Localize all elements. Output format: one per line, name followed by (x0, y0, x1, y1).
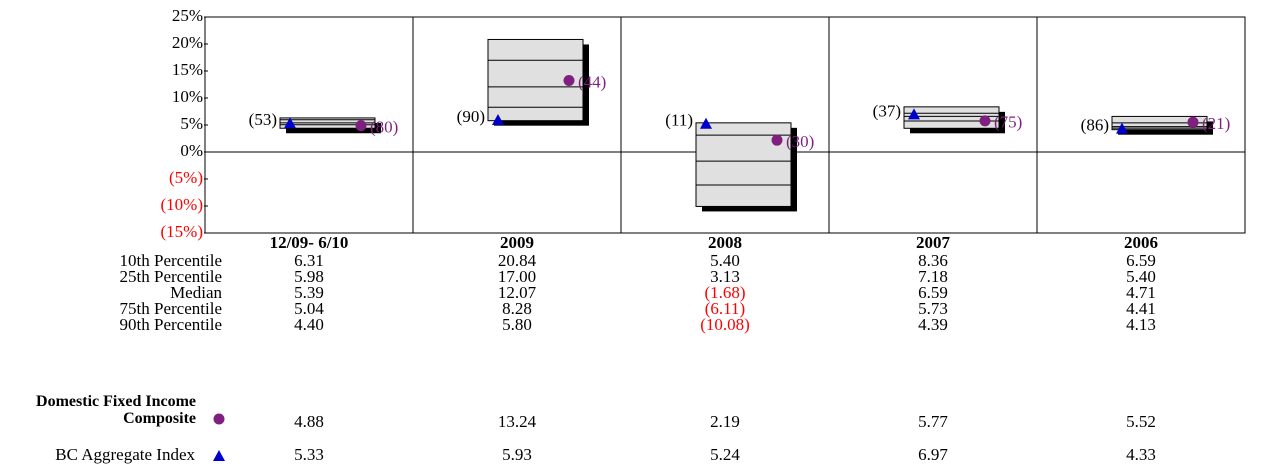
table-value: 4.40 (294, 315, 324, 334)
table-value: 13.24 (498, 412, 537, 431)
index-marker (284, 117, 296, 129)
table-value: 5.33 (294, 445, 324, 464)
composite-marker (563, 75, 575, 87)
table-value: 4.13 (1126, 315, 1156, 334)
y-tick-label: 5% (180, 114, 203, 133)
rank-label: (21) (1202, 114, 1230, 133)
index-marker (1116, 122, 1128, 134)
row-label: Median (170, 283, 222, 302)
table-value: 5.80 (502, 315, 532, 334)
index-marker (492, 113, 504, 125)
legend-marker (213, 413, 225, 425)
table-value: 5.93 (502, 445, 532, 464)
rank-label: (11) (665, 111, 693, 130)
y-tick-label: 0% (180, 141, 203, 160)
rank-label: (44) (578, 72, 606, 91)
table-value: 5.98 (294, 267, 324, 286)
index-marker (700, 117, 712, 129)
rank-label: (86) (1081, 116, 1109, 135)
table-value: 5.04 (294, 299, 324, 318)
table-value: 6.59 (1126, 251, 1156, 270)
row-label: 75th Percentile (120, 299, 222, 318)
composite-marker (979, 115, 991, 127)
rank-label: (37) (873, 101, 901, 120)
category-label: 2007 (916, 233, 951, 252)
table-value: 5.77 (918, 412, 948, 431)
table-value: 6.97 (918, 445, 948, 464)
rank-label: (30) (786, 132, 814, 151)
table-value: 8.28 (502, 299, 532, 318)
table-value: 6.31 (294, 251, 324, 270)
rank-label: (80) (370, 118, 398, 137)
row-label: 10th Percentile (120, 251, 222, 270)
table-value: (1.68) (704, 283, 745, 302)
category-label: 2006 (1124, 233, 1158, 252)
y-tick-label: (5%) (169, 168, 203, 187)
legend-label: BC Aggregate Index (55, 445, 195, 464)
table-value: (10.08) (700, 315, 750, 334)
table-value: 3.13 (710, 267, 740, 286)
composite-marker (1187, 116, 1199, 128)
table-value: (6.11) (705, 299, 745, 318)
rank-label: (75) (994, 113, 1022, 132)
table-value: 5.39 (294, 283, 324, 302)
category-label: 2009 (500, 233, 534, 252)
category-label: 12/09- 6/10 (270, 233, 349, 252)
composite-marker (355, 120, 367, 132)
y-tick-label: 10% (172, 87, 203, 106)
table-value: 5.24 (710, 445, 740, 464)
legend-label: Domestic Fixed Income Composite (36, 393, 196, 427)
y-tick-label: (15%) (161, 222, 203, 241)
table-value: 20.84 (498, 251, 537, 270)
row-label: 90th Percentile (120, 315, 222, 334)
y-tick-label: 15% (172, 60, 203, 79)
table-value: 8.36 (918, 251, 948, 270)
index-marker (908, 108, 920, 120)
table-value: 7.18 (918, 267, 948, 286)
table-value: 12.07 (498, 283, 537, 302)
table-value: 4.39 (918, 315, 948, 334)
y-tick-label: (10%) (161, 195, 203, 214)
category-label: 2008 (708, 233, 742, 252)
table-value: 4.88 (294, 412, 324, 431)
legend-marker (213, 450, 225, 461)
rank-label: (90) (457, 107, 485, 126)
table-value: 5.40 (1126, 267, 1156, 286)
row-label: 25th Percentile (120, 267, 222, 286)
table-value: 4.41 (1126, 299, 1156, 318)
table-value: 17.00 (498, 267, 536, 286)
y-tick-label: 25% (172, 6, 203, 25)
rank-label: (53) (249, 110, 277, 129)
table-value: 4.33 (1126, 445, 1156, 464)
table-value: 5.52 (1126, 412, 1156, 431)
table-value: 5.73 (918, 299, 948, 318)
composite-marker (771, 134, 783, 146)
table-value: 5.40 (710, 251, 740, 270)
percentile-box (903, 106, 1000, 129)
table-value: 2.19 (710, 412, 740, 431)
y-tick-label: 20% (172, 33, 203, 52)
table-value: 6.59 (918, 283, 948, 302)
table-value: 4.71 (1126, 283, 1156, 302)
